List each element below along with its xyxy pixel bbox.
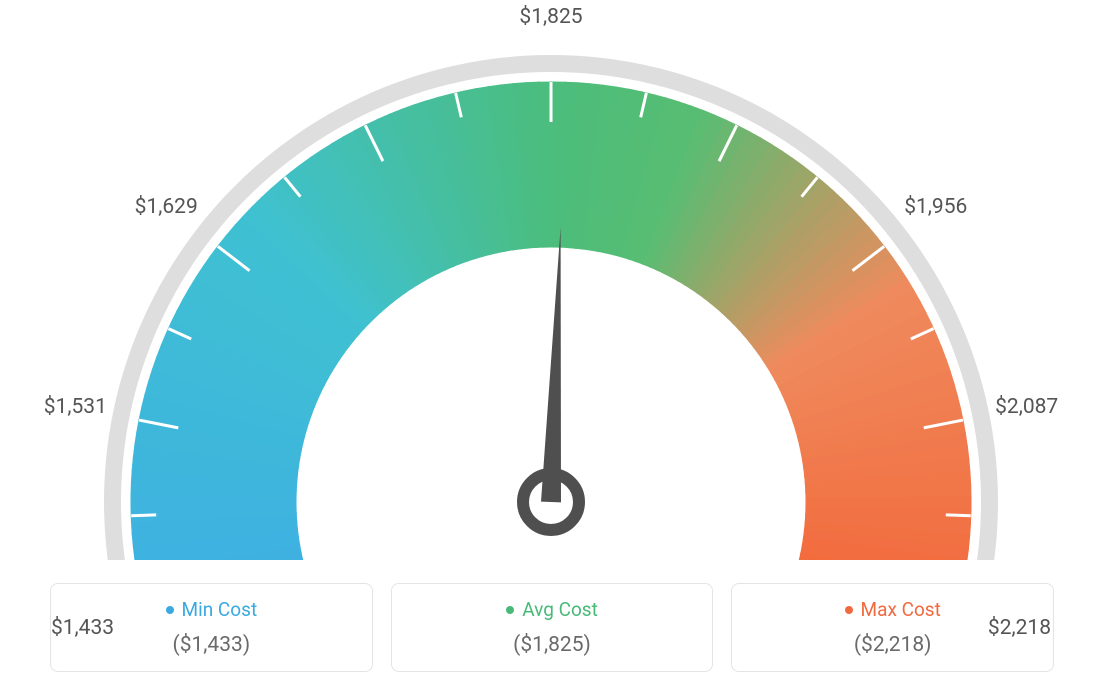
gauge-tick-label: $1,629 [135, 195, 198, 219]
legend-label-max-text: Max Cost [861, 598, 941, 621]
gauge-tick-label: $1,825 [519, 5, 582, 29]
dot-icon [166, 606, 174, 614]
legend-value-min: ($1,433) [61, 633, 362, 657]
legend-card-avg: Avg Cost ($1,825) [391, 583, 714, 672]
legend-card-min: Min Cost ($1,433) [50, 583, 373, 672]
gauge-tick-label: $2,087 [995, 395, 1058, 419]
dot-icon [506, 606, 514, 614]
dot-icon [845, 606, 853, 614]
gauge-chart-container: $1,433$1,531$1,629$1,825$1,956$2,087$2,2… [0, 0, 1104, 690]
legend-card-max: Max Cost ($2,218) [731, 583, 1054, 672]
legend-label-min-text: Min Cost [182, 598, 258, 621]
gauge-area: $1,433$1,531$1,629$1,825$1,956$2,087$2,2… [0, 0, 1104, 540]
gauge-svg [0, 0, 1104, 560]
legend-label-avg-text: Avg Cost [522, 598, 598, 621]
gauge-tick-label: $1,956 [904, 195, 967, 219]
legend-value-max: ($2,218) [742, 633, 1043, 657]
legend-label-avg: Avg Cost [506, 598, 598, 621]
legend-label-min: Min Cost [166, 598, 258, 621]
legend-value-avg: ($1,825) [402, 633, 703, 657]
legend-row: Min Cost ($1,433) Avg Cost ($1,825) Max … [50, 583, 1054, 672]
legend-label-max: Max Cost [845, 598, 941, 621]
gauge-tick-label: $1,531 [44, 395, 107, 419]
